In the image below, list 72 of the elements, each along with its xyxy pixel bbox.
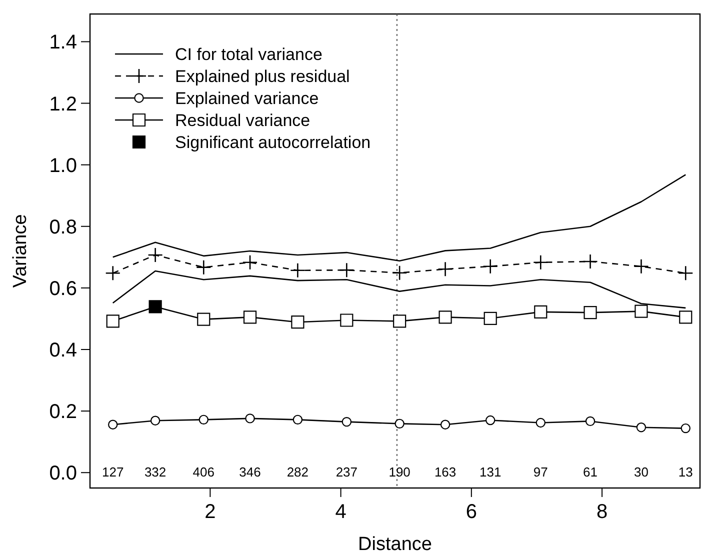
point [242,254,258,270]
point [198,414,208,425]
point [536,418,546,428]
point [290,262,306,278]
y-tick-label: 1.0 [49,154,77,177]
point [636,422,646,432]
annotation: 282 [286,464,309,480]
x-tick-label: 2 [204,501,216,523]
x-tick-label: 8 [596,501,608,523]
y-tick-label: 0.2 [49,401,77,424]
point [679,310,692,324]
point [105,266,121,281]
point [584,306,597,320]
annotation: 237 [336,464,358,480]
point [482,258,498,274]
point [394,418,404,429]
annotation: 97 [533,464,548,480]
point [393,314,406,328]
annotation: 131 [480,464,502,480]
point [150,416,160,426]
point [243,310,257,324]
point [148,300,162,314]
point [582,254,598,270]
y-tick-label: 0.0 [49,462,77,485]
line-series [112,174,686,262]
point [148,247,163,263]
point [440,420,450,430]
point [291,316,304,329]
annotation: 332 [144,464,166,480]
x-tick-label: 6 [466,501,477,523]
legend-label: Explained plus residual [175,66,350,86]
point [438,262,453,277]
point [292,414,303,425]
legend-label: Residual variance [175,110,310,130]
annotation: 163 [434,464,456,480]
annotation: 190 [388,464,410,480]
point [340,314,354,327]
point [106,314,120,328]
point [438,310,452,324]
y-tick-label: 0.4 [49,339,77,362]
point [532,254,548,270]
legend-label: Explained variance [175,88,319,108]
y-tick-label: 1.4 [49,32,77,54]
point [197,312,210,326]
point [534,305,548,318]
annotation: 406 [192,464,214,480]
y-tick-label: 0.8 [49,216,77,238]
annotation: 127 [102,464,124,480]
point [634,304,648,318]
point [680,423,690,434]
legend-label: Significant autocorrelation [175,132,371,152]
annotation: 61 [583,464,598,480]
point [392,265,408,281]
annotation: 13 [678,464,693,480]
y-axis-title: Variance [10,214,31,288]
point [108,420,118,430]
legend-label: CI for total variance [175,44,322,64]
annotation: 346 [239,464,261,480]
point [484,312,497,325]
point [678,266,694,281]
point [245,414,255,424]
y-tick-label: 0.6 [49,278,77,300]
point [342,416,352,427]
x-axis-title: Distance [358,534,432,555]
x-tick-label: 4 [335,501,346,523]
annotation: 30 [634,464,648,480]
point [634,258,649,274]
point [196,260,212,275]
y-tick-label: 1.2 [49,93,77,116]
point [486,415,496,426]
point [585,416,596,426]
point [339,262,354,278]
